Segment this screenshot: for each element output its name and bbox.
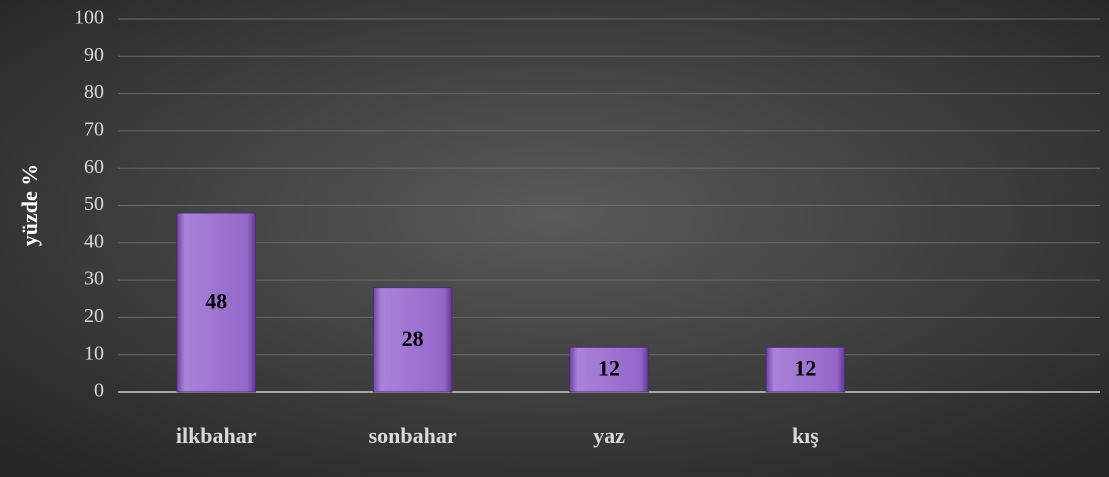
y-tick-label: 50 xyxy=(84,193,104,215)
bar xyxy=(569,346,649,393)
y-tick-label: 10 xyxy=(84,342,104,364)
data-label: 28 xyxy=(402,326,424,351)
y-tick-label: 20 xyxy=(84,305,104,327)
data-label: 48 xyxy=(205,289,227,314)
y-tick-label: 40 xyxy=(84,230,104,252)
y-tick-label: 0 xyxy=(94,380,104,402)
bar xyxy=(372,287,453,393)
y-tick-label: 100 xyxy=(74,7,104,29)
y-tick-label: 60 xyxy=(84,156,104,178)
y-tick-label: 90 xyxy=(84,44,104,66)
x-tick-label: ilkbahar xyxy=(176,423,257,448)
y-tick-label: 30 xyxy=(84,268,104,290)
y-tick-label: 80 xyxy=(84,81,104,103)
x-tick-label: sonbahar xyxy=(369,423,457,448)
data-label: 12 xyxy=(794,356,816,381)
data-label: 12 xyxy=(598,356,620,381)
y-axis-label: yüzde % xyxy=(17,164,42,247)
bar xyxy=(765,346,846,393)
bar xyxy=(176,212,256,393)
x-tick-label: kış xyxy=(792,423,819,448)
x-tick-label: yaz xyxy=(593,423,625,448)
y-tick-label: 70 xyxy=(84,118,104,140)
